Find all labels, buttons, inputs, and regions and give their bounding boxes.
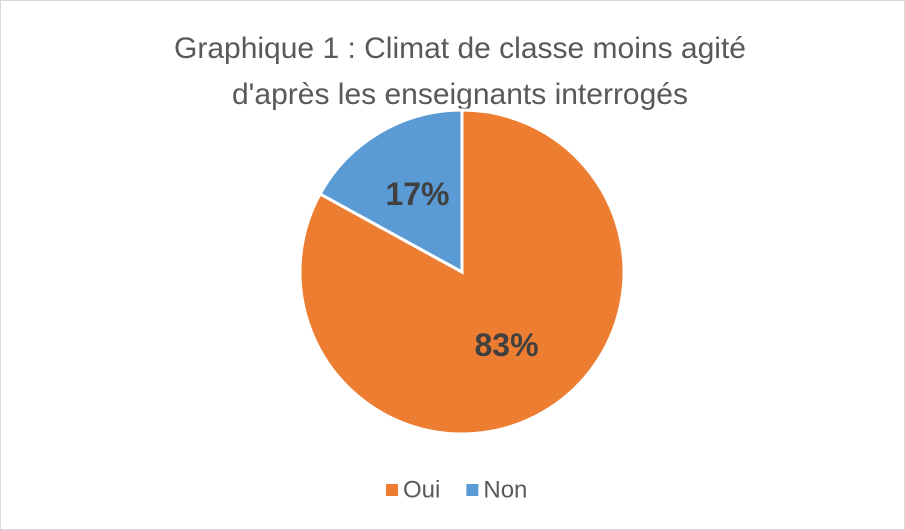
data-label: 83% bbox=[475, 327, 539, 363]
pie-slice bbox=[318, 108, 464, 275]
legend-label: Non bbox=[483, 476, 527, 503]
legend-swatch bbox=[386, 484, 398, 496]
legend-label: Oui bbox=[403, 476, 440, 503]
data-label: 17% bbox=[385, 176, 449, 212]
chart-title: d'après les enseignants interrogés bbox=[232, 78, 688, 111]
chart-title: Graphique 1 : Climat de classe moins agi… bbox=[174, 32, 746, 65]
legend-swatch bbox=[466, 484, 479, 496]
